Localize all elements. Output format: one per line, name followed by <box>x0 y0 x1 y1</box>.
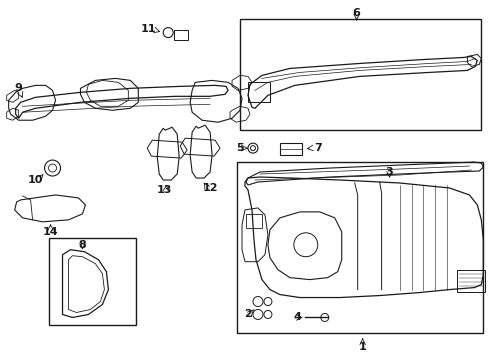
Text: 14: 14 <box>43 227 58 237</box>
Text: 10: 10 <box>28 175 43 185</box>
Text: 3: 3 <box>386 167 393 177</box>
Text: 7: 7 <box>314 143 321 153</box>
Bar <box>237 162 483 333</box>
Bar <box>49 238 136 325</box>
Text: 12: 12 <box>202 183 218 193</box>
Text: 9: 9 <box>15 84 23 93</box>
Bar <box>240 19 481 130</box>
Bar <box>174 30 188 40</box>
Text: 11: 11 <box>141 24 156 33</box>
Bar <box>457 270 485 292</box>
Text: 2: 2 <box>244 310 252 319</box>
Text: 5: 5 <box>236 143 244 153</box>
Bar <box>280 143 302 155</box>
Text: 8: 8 <box>78 240 86 250</box>
Text: 1: 1 <box>359 342 367 352</box>
Text: 13: 13 <box>156 185 172 195</box>
Text: 6: 6 <box>353 8 361 18</box>
Bar <box>246 214 262 228</box>
Bar <box>248 82 270 102</box>
Text: 4: 4 <box>294 312 302 323</box>
